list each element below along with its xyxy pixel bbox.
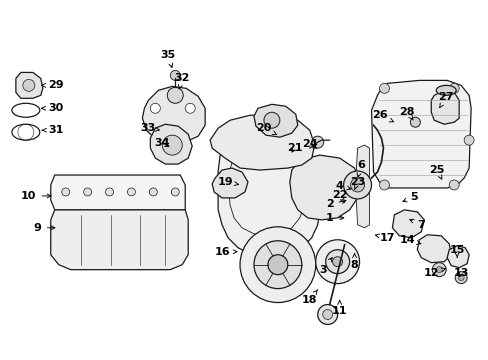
Polygon shape bbox=[51, 210, 188, 270]
Text: 18: 18 bbox=[302, 289, 317, 305]
Text: 23: 23 bbox=[349, 177, 365, 190]
Circle shape bbox=[264, 112, 279, 128]
Polygon shape bbox=[51, 175, 185, 210]
Text: 35: 35 bbox=[161, 50, 176, 67]
Circle shape bbox=[379, 180, 388, 190]
Text: 21: 21 bbox=[286, 143, 302, 153]
Circle shape bbox=[322, 310, 332, 319]
Circle shape bbox=[435, 267, 441, 273]
Circle shape bbox=[409, 117, 420, 127]
Circle shape bbox=[379, 84, 388, 93]
Text: 11: 11 bbox=[331, 301, 346, 316]
Text: 13: 13 bbox=[452, 267, 468, 278]
Circle shape bbox=[150, 103, 160, 113]
Text: 6: 6 bbox=[356, 160, 365, 177]
Polygon shape bbox=[16, 72, 42, 98]
Circle shape bbox=[332, 257, 342, 267]
Circle shape bbox=[171, 188, 179, 196]
Circle shape bbox=[431, 263, 446, 276]
Text: 2: 2 bbox=[325, 199, 345, 209]
Polygon shape bbox=[142, 86, 205, 144]
Circle shape bbox=[167, 133, 177, 143]
Text: 9: 9 bbox=[34, 223, 55, 233]
Circle shape bbox=[350, 178, 364, 192]
Text: 19: 19 bbox=[217, 177, 238, 187]
Circle shape bbox=[127, 188, 135, 196]
Text: 4: 4 bbox=[335, 181, 350, 191]
Circle shape bbox=[448, 180, 458, 190]
Circle shape bbox=[311, 136, 323, 148]
Polygon shape bbox=[253, 104, 297, 137]
Circle shape bbox=[463, 135, 473, 145]
Circle shape bbox=[240, 227, 315, 302]
Text: 27: 27 bbox=[438, 92, 453, 108]
Text: 10: 10 bbox=[21, 191, 51, 201]
Polygon shape bbox=[392, 210, 424, 238]
Circle shape bbox=[343, 171, 371, 199]
Circle shape bbox=[325, 250, 349, 274]
Polygon shape bbox=[371, 80, 470, 188]
Circle shape bbox=[448, 84, 458, 93]
Text: 24: 24 bbox=[301, 139, 317, 149]
Circle shape bbox=[253, 241, 301, 289]
Circle shape bbox=[83, 188, 91, 196]
Polygon shape bbox=[212, 168, 247, 198]
Text: 34: 34 bbox=[154, 138, 170, 148]
Text: 33: 33 bbox=[141, 123, 159, 133]
Circle shape bbox=[454, 272, 466, 284]
Polygon shape bbox=[150, 124, 192, 164]
Text: 15: 15 bbox=[448, 245, 464, 257]
Text: 31: 31 bbox=[42, 125, 63, 135]
Text: 32: 32 bbox=[174, 73, 189, 89]
Polygon shape bbox=[218, 140, 319, 258]
Circle shape bbox=[185, 103, 195, 113]
Circle shape bbox=[170, 71, 180, 80]
Text: 29: 29 bbox=[41, 80, 63, 90]
Polygon shape bbox=[355, 145, 369, 228]
Text: 7: 7 bbox=[409, 219, 425, 230]
Polygon shape bbox=[289, 155, 359, 220]
Polygon shape bbox=[210, 115, 314, 170]
Text: 12: 12 bbox=[423, 267, 445, 278]
Text: 16: 16 bbox=[214, 247, 237, 257]
Text: 30: 30 bbox=[41, 103, 63, 113]
Ellipse shape bbox=[435, 85, 455, 95]
Text: 26: 26 bbox=[371, 110, 393, 122]
Text: 22: 22 bbox=[331, 190, 346, 203]
Circle shape bbox=[105, 188, 113, 196]
Circle shape bbox=[149, 188, 157, 196]
Text: 25: 25 bbox=[428, 165, 444, 179]
Polygon shape bbox=[430, 90, 458, 124]
Polygon shape bbox=[416, 235, 450, 263]
Circle shape bbox=[167, 87, 183, 103]
Circle shape bbox=[162, 135, 182, 155]
Circle shape bbox=[23, 80, 35, 91]
Text: 1: 1 bbox=[325, 213, 343, 223]
Text: 20: 20 bbox=[256, 123, 276, 135]
Circle shape bbox=[61, 188, 69, 196]
Circle shape bbox=[315, 240, 359, 284]
Circle shape bbox=[267, 255, 287, 275]
Circle shape bbox=[317, 305, 337, 324]
Circle shape bbox=[457, 275, 463, 280]
Text: 17: 17 bbox=[375, 233, 394, 243]
Text: 3: 3 bbox=[318, 258, 332, 275]
Text: 14: 14 bbox=[399, 235, 420, 245]
Text: 8: 8 bbox=[350, 254, 358, 270]
Text: 28: 28 bbox=[399, 107, 414, 120]
Polygon shape bbox=[447, 246, 468, 268]
Text: 5: 5 bbox=[402, 192, 417, 202]
